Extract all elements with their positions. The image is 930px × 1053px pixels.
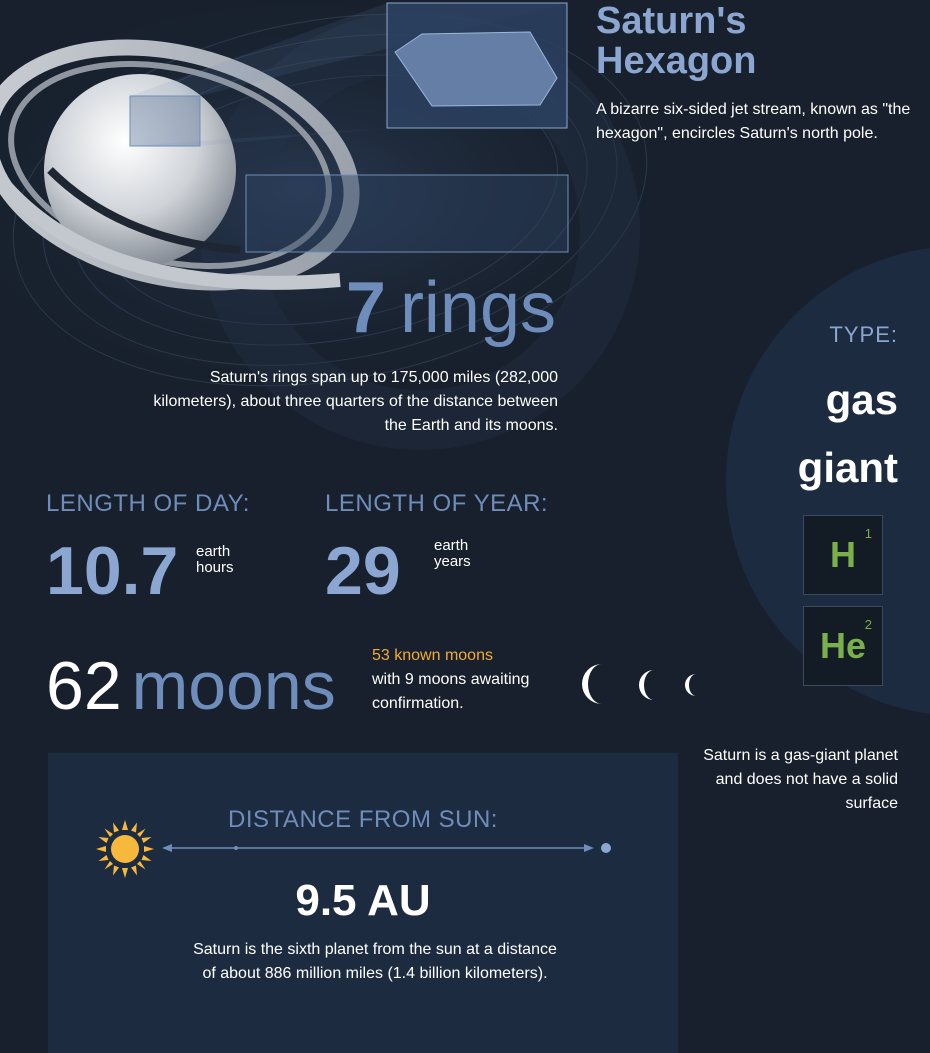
distance-description: Saturn is the sixth planet from the sun …: [193, 941, 557, 982]
type-label: TYPE:: [829, 322, 898, 347]
rings-count: 7 rings: [290, 272, 556, 344]
moons-word: moons: [131, 648, 336, 724]
rings-number: 7: [345, 268, 386, 348]
year-unit-line2: years: [434, 553, 471, 570]
year-unit-line1: earth: [434, 537, 469, 554]
sun-icon: [96, 820, 154, 878]
day-label: LENGTH OF DAY:: [46, 490, 250, 517]
moon-icon: [639, 670, 654, 700]
rings-description: Saturn's rings span up to 175,000 miles …: [153, 369, 558, 434]
moons-known: 53 known moons: [372, 647, 493, 664]
element-symbol: He: [819, 625, 867, 666]
type-value-line2: giant: [797, 444, 898, 491]
surface-description: Saturn is a gas-giant planet and does no…: [703, 747, 898, 812]
hexagon-description: A bizarre six-sided jet stream, known as…: [596, 101, 911, 142]
element-number: 2: [864, 617, 872, 632]
year-value: 29: [325, 533, 401, 609]
day-unit-line2: hours: [196, 559, 234, 576]
distance-panel: [48, 753, 678, 1053]
moon-phase-icons: [582, 664, 696, 704]
type-value-line1: gas: [825, 376, 898, 423]
hexagon-title-line2: Hexagon: [596, 39, 757, 82]
element-number: 1: [864, 526, 872, 541]
moons-number: 62: [46, 648, 122, 724]
rings-word: rings: [399, 268, 556, 348]
type-value: gas giant: [740, 366, 898, 502]
moons-description: with 9 moons awaiting confirmation.: [372, 671, 530, 712]
hexagon-title: Saturn's Hexagon: [596, 0, 916, 82]
moons-count: 62 moons: [46, 652, 336, 720]
element-symbol: H: [830, 534, 856, 575]
day-value: 10.7: [46, 533, 179, 609]
saturn-illustration: [0, 0, 700, 450]
moon-icon: [685, 674, 696, 696]
distance-value: 9.5 AU: [295, 876, 431, 925]
day-unit: earth hours: [196, 544, 256, 576]
year-unit: earth years: [434, 538, 494, 570]
element-helium: He 2: [803, 606, 883, 686]
year-label: LENGTH OF YEAR:: [325, 490, 549, 517]
hexagon-title-line1: Saturn's: [596, 0, 747, 42]
distance-label: DISTANCE FROM SUN:: [228, 806, 498, 833]
element-hydrogen: H 1: [803, 515, 883, 595]
distance-arrow: [162, 843, 611, 853]
moon-icon: [582, 664, 602, 704]
saturn-dot: [601, 843, 611, 853]
day-unit-line1: earth: [196, 543, 231, 560]
